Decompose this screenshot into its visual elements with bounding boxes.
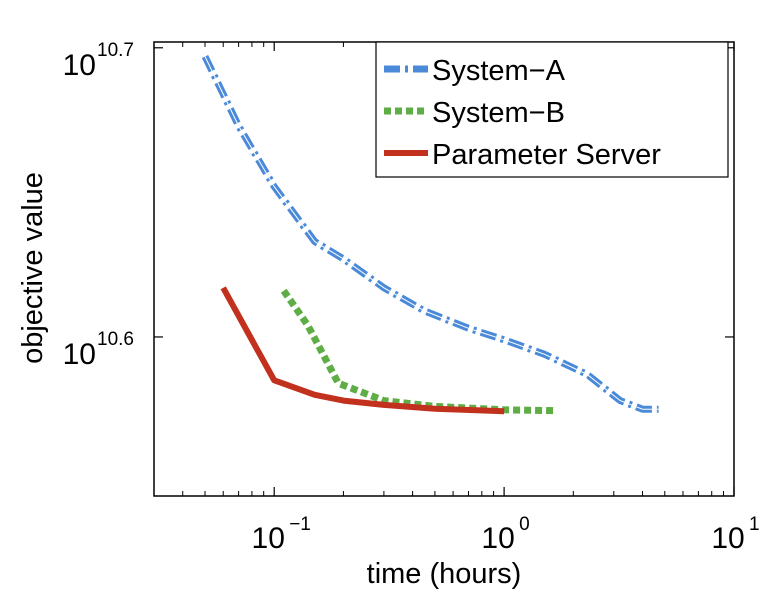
x-tick-exponent: 0 bbox=[519, 514, 530, 535]
series-layer bbox=[201, 54, 659, 415]
y-tick-exponent: 10.7 bbox=[97, 40, 134, 61]
y-tick-label: 10 bbox=[63, 49, 96, 82]
legend-label-0: System−A bbox=[432, 55, 566, 87]
y-tick-exponent: 10.6 bbox=[97, 329, 134, 350]
series-line-0-core bbox=[204, 56, 659, 410]
x-tick-label: 10 bbox=[481, 522, 514, 555]
y-tick-label: 10 bbox=[63, 338, 96, 371]
legend-label-1: System−B bbox=[432, 97, 565, 129]
x-tick-label: 10 bbox=[252, 522, 285, 555]
x-tick-exponent: 1 bbox=[749, 514, 760, 535]
series-line-2 bbox=[220, 286, 505, 415]
y-axis-label: objective value bbox=[17, 172, 49, 364]
x-tick-exponent: −1 bbox=[289, 514, 311, 535]
x-tick-label: 10 bbox=[711, 522, 744, 555]
x-axis-label: time (hours) bbox=[367, 558, 522, 590]
legend-label-2: Parameter Server bbox=[432, 139, 661, 171]
legend-box bbox=[375, 41, 729, 178]
legend: System−A System−B Parameter Server bbox=[375, 41, 729, 178]
